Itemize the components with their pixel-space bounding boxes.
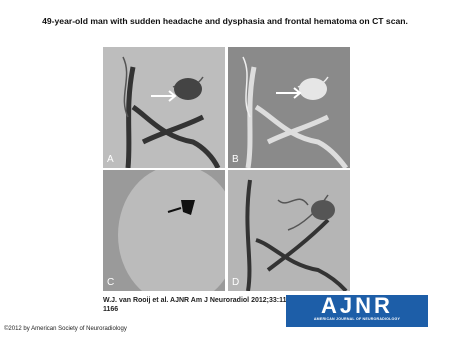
angiogram-d: D — [228, 170, 350, 291]
copyright: ©2012 by American Society of Neuroradiol… — [4, 326, 127, 332]
angiogram-c: C — [103, 170, 225, 291]
slide-title: 49-year-old man with sudden headache and… — [42, 16, 408, 26]
panel-label: C — [107, 277, 115, 288]
panel-label: A — [107, 154, 114, 165]
journal-logo: AJNR AMERICAN JOURNAL OF NEURORADIOLOGY — [286, 295, 428, 327]
angiogram-b: B — [228, 47, 350, 168]
panel-label: D — [232, 277, 240, 288]
angiogram-a: A — [103, 47, 225, 168]
panel-label: B — [232, 154, 239, 165]
citation: W.J. van Rooij et al. AJNR Am J Neurorad… — [103, 297, 297, 313]
logo-subtitle: AMERICAN JOURNAL OF NEURORADIOLOGY — [313, 317, 401, 321]
logo-title: AJNR — [321, 293, 393, 318]
